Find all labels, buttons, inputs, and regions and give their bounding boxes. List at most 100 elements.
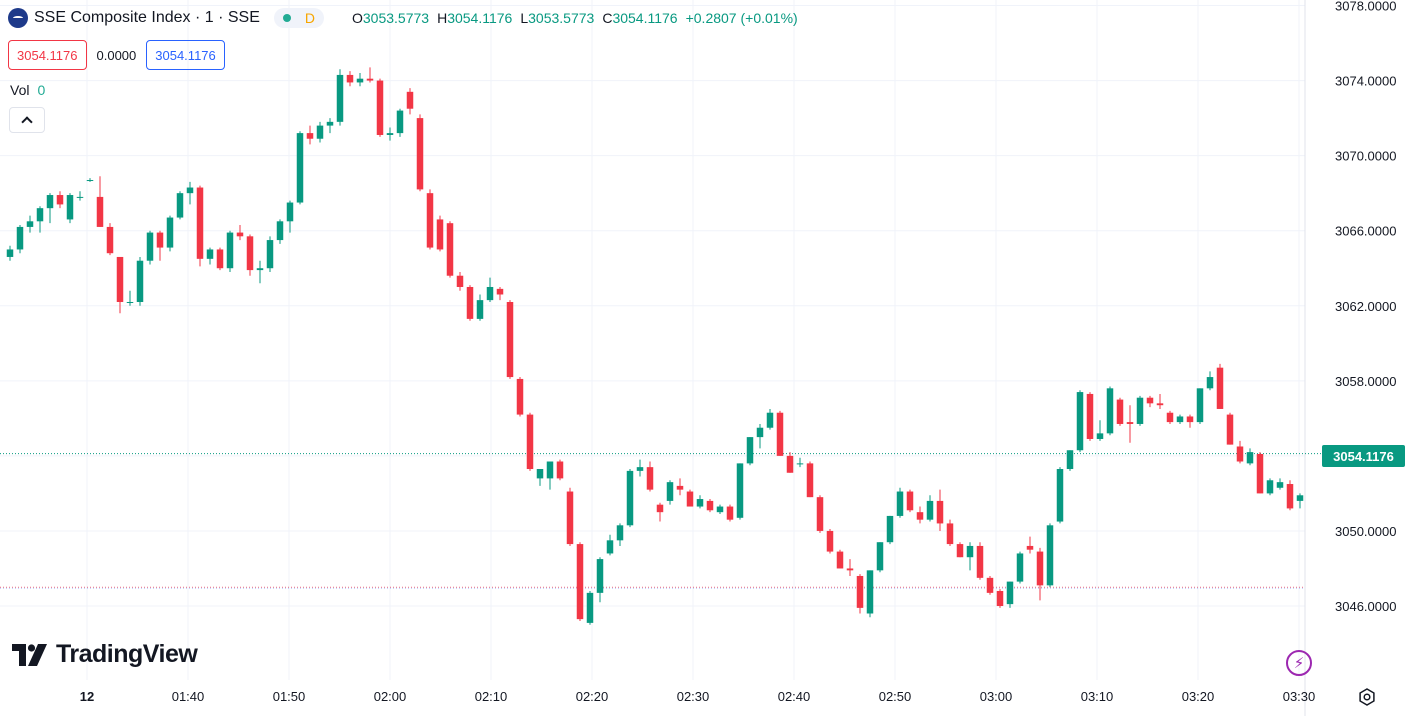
- candle-body: [946, 523, 954, 545]
- candle: [156, 230, 164, 261]
- candle-body: [36, 208, 44, 222]
- candle-body: [956, 544, 964, 558]
- candle: [596, 557, 604, 603]
- candle: [36, 206, 44, 233]
- candle-body: [1206, 377, 1214, 389]
- candle: [1006, 581, 1014, 608]
- candle: [246, 234, 254, 276]
- candle-body: [906, 491, 914, 511]
- candle-body: [206, 249, 214, 259]
- candle: [206, 247, 214, 265]
- candle: [406, 88, 414, 115]
- candle: [866, 570, 874, 618]
- candle: [576, 542, 584, 622]
- symbol-legend: SSE Composite Index · 1 · SSE D O 3053.57…: [8, 8, 798, 28]
- candle-body: [16, 226, 24, 250]
- collapse-legend-button[interactable]: [9, 107, 45, 133]
- candle-body: [966, 545, 974, 558]
- high-value: 3054.1176: [447, 10, 513, 26]
- candle: [136, 256, 144, 306]
- candle-body: [476, 300, 484, 319]
- candle-body: [1236, 446, 1244, 462]
- candle: [616, 523, 624, 546]
- y-tick-label: 3070.0000: [1335, 149, 1396, 164]
- candle: [826, 529, 834, 554]
- candle: [876, 542, 884, 573]
- candle: [1036, 547, 1044, 601]
- candle: [216, 247, 224, 271]
- sell-price-button[interactable]: 3054.1176: [8, 40, 87, 70]
- candle: [1176, 414, 1184, 424]
- candle: [1236, 440, 1244, 464]
- candle: [956, 542, 964, 558]
- change-value: +0.2807 (+0.01%): [685, 10, 798, 26]
- candle-body: [706, 500, 714, 511]
- settings-gear-icon[interactable]: [1356, 686, 1378, 708]
- candle-body: [1056, 469, 1064, 522]
- candle: [516, 377, 524, 417]
- y-tick-label: 3066.0000: [1335, 224, 1396, 239]
- candle: [686, 489, 694, 507]
- candle-body: [886, 515, 894, 543]
- candle: [586, 590, 594, 625]
- candle-body: [756, 427, 764, 438]
- candle: [606, 534, 614, 556]
- x-tick-label: 02:00: [374, 689, 407, 704]
- candle: [106, 223, 114, 256]
- candle-body: [1096, 433, 1104, 439]
- candle: [796, 457, 804, 468]
- y-tick-label: 3074.0000: [1335, 74, 1396, 89]
- candle-body: [336, 74, 344, 122]
- candle-body: [66, 195, 74, 220]
- candle-body: [126, 301, 134, 303]
- lightning-icon[interactable]: ⚡: [1286, 650, 1312, 676]
- candle: [906, 489, 914, 513]
- candle-body: [676, 485, 684, 490]
- time-axis: 12 01:40 01:50 02:00 02:10 02:20 02:30 02:40 02:…: [80, 689, 1316, 704]
- tradingview-logo[interactable]: TradingView: [12, 640, 198, 669]
- y-tick-label: 3058.0000: [1335, 374, 1396, 389]
- spread-value: 0.0000: [96, 47, 137, 63]
- candle-body: [1186, 416, 1194, 423]
- candle: [896, 487, 904, 518]
- candle-body: [496, 288, 504, 295]
- candle: [76, 191, 84, 201]
- candle-body: [646, 467, 654, 490]
- market-open-dot-icon: [282, 14, 291, 22]
- candle-body: [846, 568, 854, 571]
- candle: [916, 506, 924, 524]
- candle: [1116, 397, 1124, 426]
- candle-body: [1126, 422, 1134, 424]
- candle: [806, 461, 814, 498]
- candle-body: [136, 260, 144, 302]
- candle-body: [86, 180, 94, 182]
- chart-grid: [0, 0, 1306, 716]
- symbol-title[interactable]: SSE Composite Index · 1 · SSE: [34, 9, 260, 26]
- candle: [256, 260, 264, 284]
- close-value: 3054.1176: [612, 10, 678, 26]
- candle-body: [1026, 545, 1034, 550]
- candle-body: [366, 78, 374, 81]
- candle-body: [806, 463, 814, 498]
- candle-body: [1006, 581, 1014, 605]
- candle-body: [766, 412, 774, 428]
- y-tick-label: 3062.0000: [1335, 299, 1396, 314]
- candle-body: [266, 240, 274, 269]
- x-tick-label: 01:40: [172, 689, 205, 704]
- candle: [486, 277, 494, 302]
- candle: [676, 478, 684, 496]
- candle: [326, 118, 334, 134]
- market-status-pill[interactable]: D: [273, 8, 324, 28]
- candle: [366, 67, 374, 83]
- candle-body: [856, 575, 864, 608]
- candle-body: [1226, 414, 1234, 445]
- buy-price-button[interactable]: 3054.1176: [146, 40, 225, 70]
- volume-label[interactable]: Vol: [10, 82, 30, 98]
- candle-body: [836, 551, 844, 569]
- candle-body: [1076, 392, 1084, 451]
- candle-body: [636, 467, 644, 471]
- candle: [356, 73, 364, 87]
- candle: [736, 463, 744, 520]
- candle-body: [356, 78, 364, 83]
